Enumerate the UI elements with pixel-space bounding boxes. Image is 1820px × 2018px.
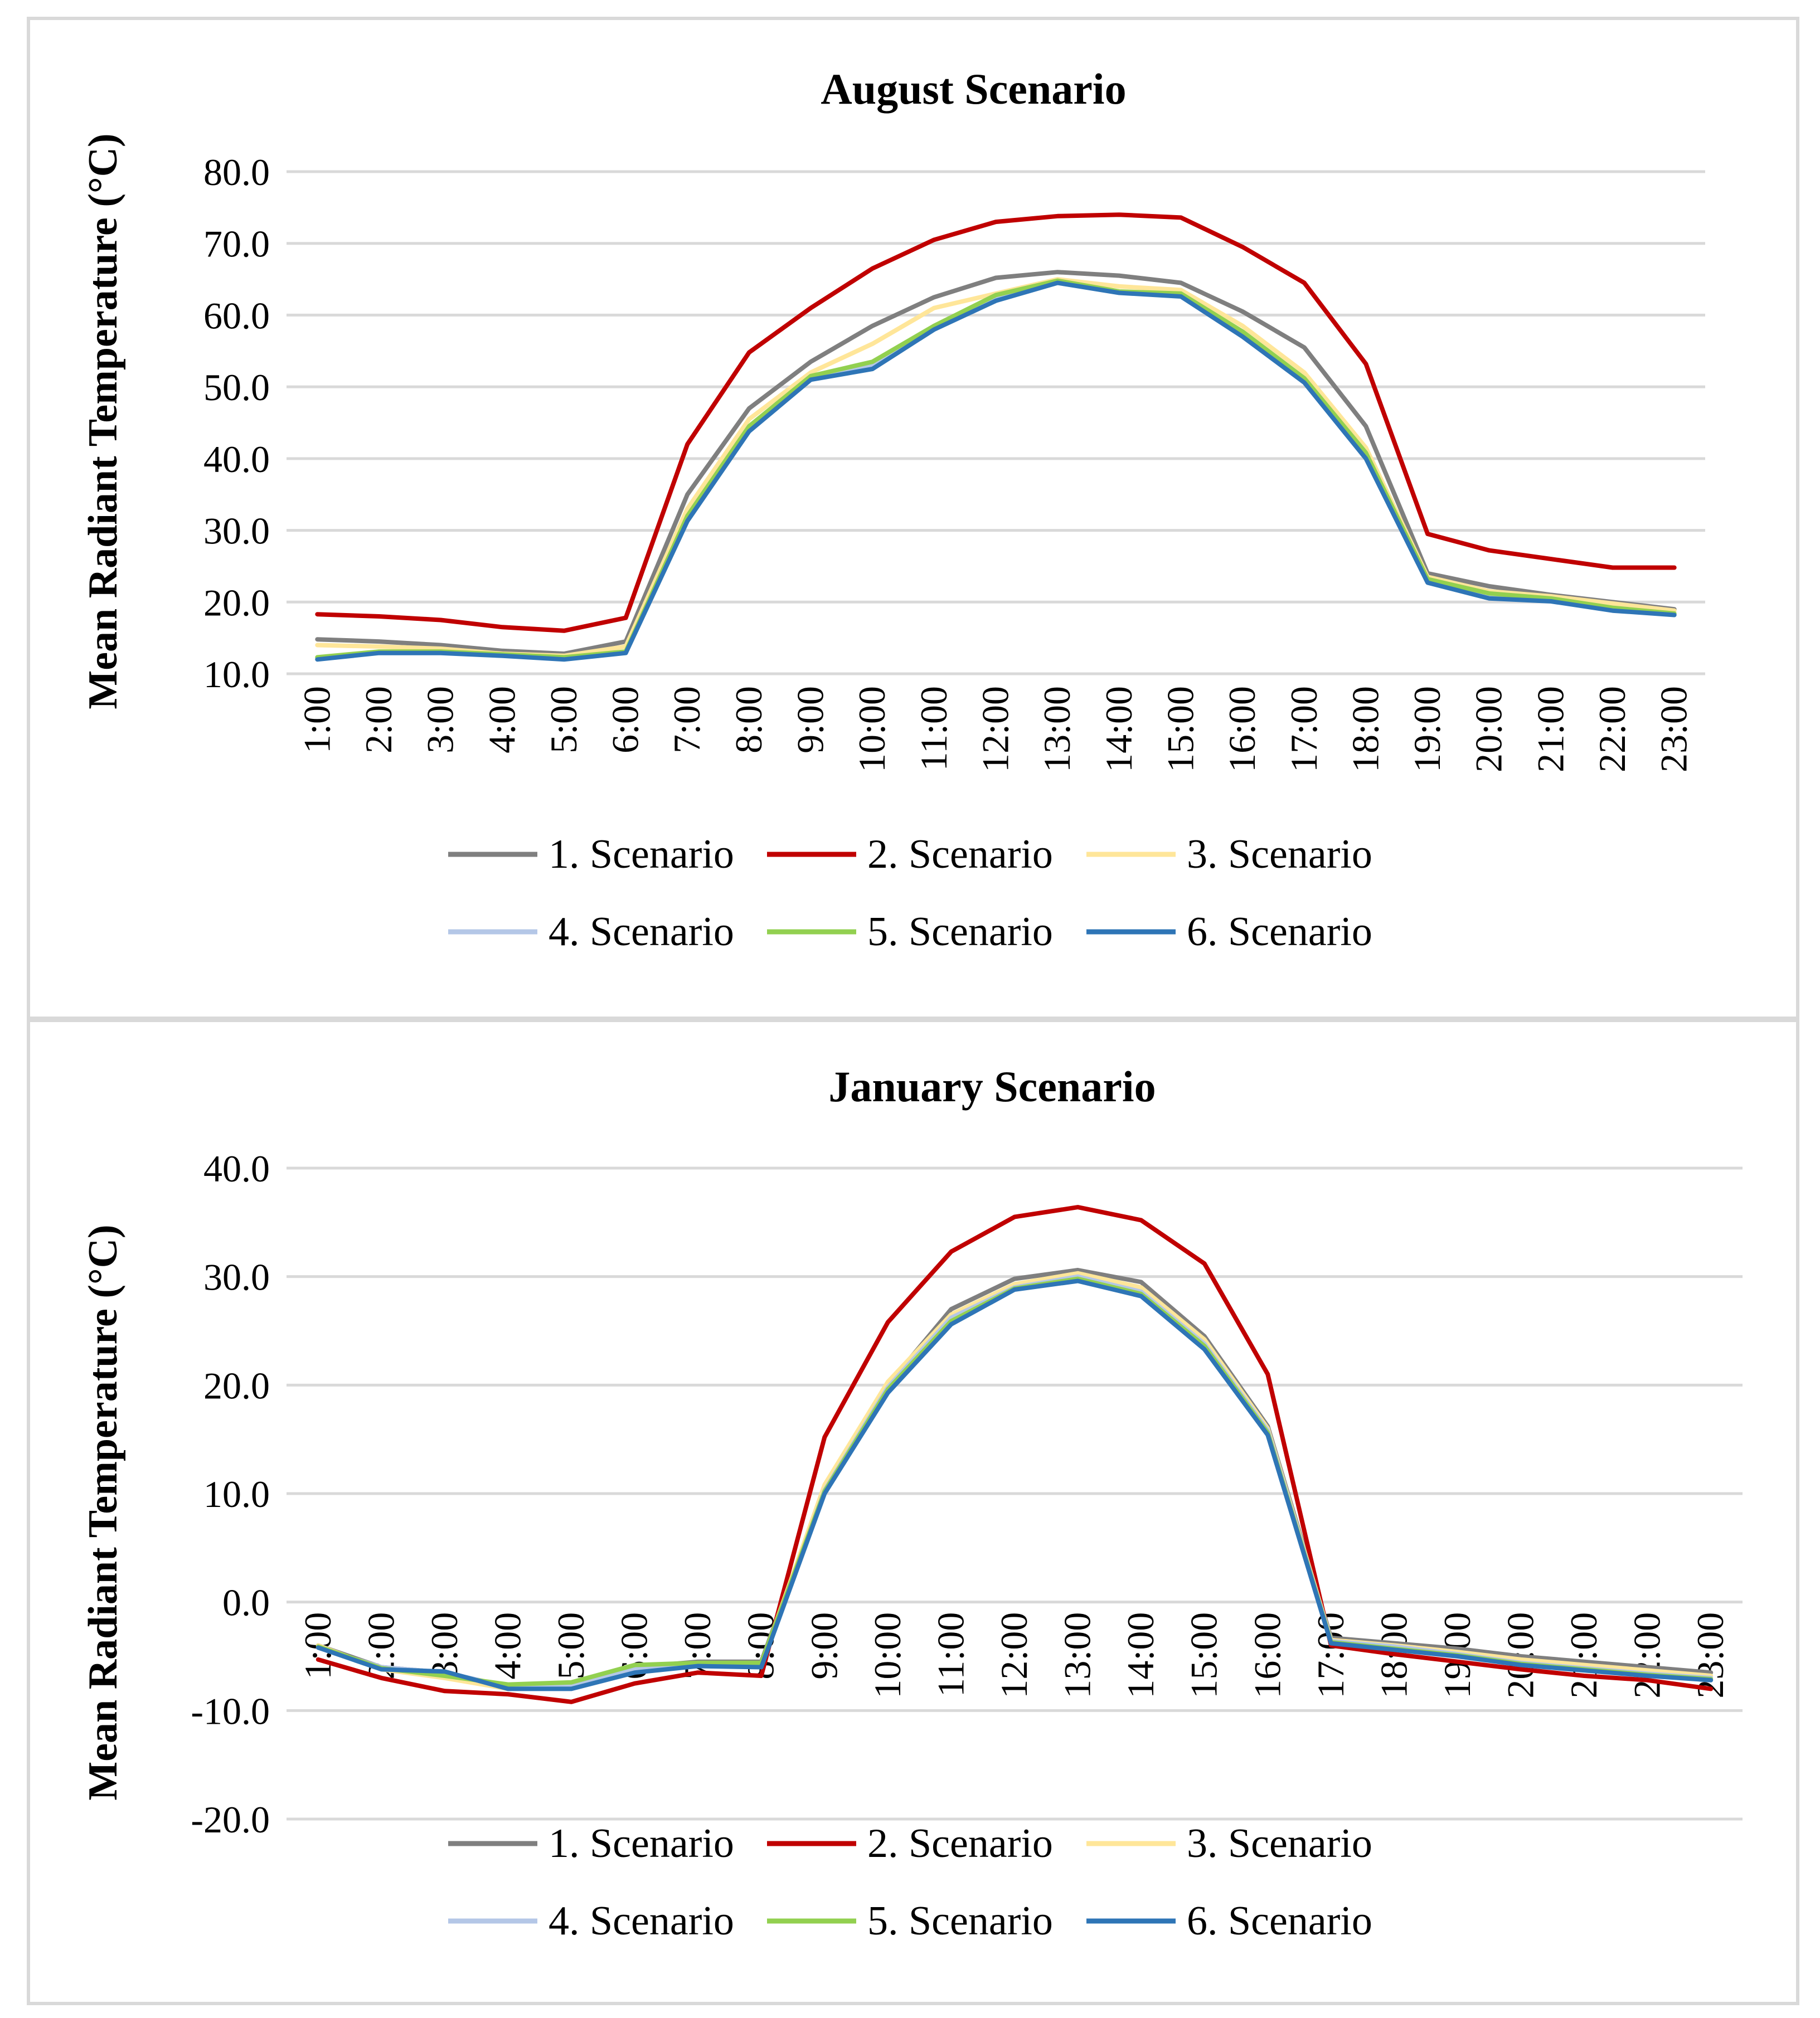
aug-x-tick-label: 4:00 [481, 686, 523, 753]
aug-y-axis-label: Mean Radiant Temperature (°C) [80, 133, 126, 709]
aug-y-tick-label: 10.0 [203, 653, 270, 696]
jan-x-tick-label: 16:00 [1246, 1612, 1288, 1699]
aug-x-tick-label: 19:00 [1406, 686, 1448, 772]
aug-x-tick-label: 18:00 [1344, 686, 1386, 772]
aug-series-line-3 [315, 277, 1677, 658]
aug-y-tick-label: 30.0 [203, 510, 270, 552]
jan-series-line-2 [316, 1205, 1714, 1704]
aug-series-line-6 [315, 280, 1677, 662]
jan-x-tick-label: 13:00 [1056, 1612, 1099, 1699]
aug-legend-label-5: 5. Scenario [867, 909, 1053, 955]
aug-x-tick-label: 21:00 [1529, 686, 1571, 772]
aug-y-tick-label: 70.0 [203, 223, 270, 265]
aug-x-tick-label: 9:00 [789, 686, 832, 753]
jan-x-tick-label: 9:00 [803, 1612, 845, 1680]
jan-y-tick-label: 0.0 [222, 1582, 270, 1624]
jan-x-tick-label: 11:00 [929, 1612, 972, 1697]
jan-x-tick-label: 10:00 [866, 1612, 909, 1699]
aug-chart-title: August Scenario [821, 65, 1126, 113]
aug-x-tick-label: 2:00 [357, 686, 400, 753]
jan-x-tick-label: 23:00 [1689, 1612, 1731, 1699]
jan-legend-label-6: 6. Scenario [1187, 1898, 1372, 1944]
aug-x-tick-label: 1:00 [295, 686, 338, 753]
jan-legend-label-5: 5. Scenario [867, 1898, 1053, 1944]
aug-x-tick-label: 11:00 [913, 686, 955, 771]
aug-x-tick-label: 3:00 [419, 686, 462, 753]
aug-y-tick-label: 20.0 [203, 581, 270, 624]
jan-x-tick-label: 17:00 [1309, 1612, 1352, 1699]
aug-series-line-1 [315, 270, 1677, 656]
jan-x-tick-label: 14:00 [1119, 1612, 1162, 1699]
jan-x-tick-label: 4:00 [486, 1612, 528, 1680]
aug-x-tick-label: 16:00 [1221, 686, 1263, 772]
aug-legend-label-4: 4. Scenario [549, 909, 734, 955]
aug-x-tick-label: 13:00 [1036, 686, 1078, 772]
aug-x-tick-label: 22:00 [1591, 686, 1633, 772]
jan-y-tick-label: -20.0 [191, 1798, 270, 1841]
aug-legend-label-2: 2. Scenario [867, 831, 1053, 877]
jan-y-tick-label: 40.0 [203, 1147, 270, 1190]
aug-legend-label-6: 6. Scenario [1187, 909, 1372, 955]
aug-y-tick-label: 80.0 [203, 151, 270, 193]
jan-y-tick-label: 30.0 [203, 1256, 270, 1299]
january-chart-panel: January Scenario Mean Radiant Temperature… [27, 1019, 1799, 2005]
aug-series-line-2 [315, 212, 1677, 633]
aug-x-tick-label: 17:00 [1283, 686, 1325, 772]
aug-x-tick-label: 12:00 [974, 686, 1017, 772]
aug-x-tick-label: 5:00 [542, 686, 585, 753]
jan-y-tick-label: -10.0 [191, 1690, 270, 1732]
jan-y-tick-label: 20.0 [203, 1364, 270, 1407]
january-chart: January Scenario Mean Radiant Temperature… [80, 1062, 1743, 1944]
aug-x-tick-label: 10:00 [851, 686, 893, 772]
jan-chart-title: January Scenario [828, 1062, 1156, 1111]
aug-x-tick-label: 20:00 [1468, 686, 1510, 772]
jan-legend-label-3: 3. Scenario [1187, 1821, 1372, 1866]
aug-x-tick-label: 23:00 [1653, 686, 1695, 772]
aug-y-tick-label: 60.0 [203, 294, 270, 337]
jan-legend-label-1: 1. Scenario [549, 1821, 734, 1866]
aug-x-tick-label: 7:00 [666, 686, 708, 753]
jan-x-tick-label: 12:00 [993, 1612, 1035, 1699]
jan-x-tick-label: 3:00 [423, 1612, 465, 1680]
aug-x-tick-label: 15:00 [1159, 686, 1201, 772]
aug-legend-label-3: 3. Scenario [1187, 831, 1372, 877]
aug-legend-label-1: 1. Scenario [549, 831, 734, 877]
aug-y-tick-label: 50.0 [203, 366, 270, 409]
jan-x-tick-label: 22:00 [1626, 1612, 1668, 1699]
jan-y-axis-label: Mean Radiant Temperature (°C) [80, 1224, 126, 1800]
jan-legend-label-2: 2. Scenario [867, 1821, 1053, 1866]
aug-x-tick-label: 8:00 [727, 686, 770, 753]
aug-y-tick-label: 40.0 [203, 438, 270, 480]
jan-x-tick-label: 21:00 [1562, 1612, 1605, 1699]
jan-legend-label-4: 4. Scenario [549, 1898, 734, 1944]
jan-x-tick-label: 15:00 [1183, 1612, 1225, 1699]
aug-x-tick-label: 6:00 [604, 686, 647, 753]
jan-x-tick-label: 5:00 [550, 1612, 592, 1680]
aug-x-tick-label: 14:00 [1098, 686, 1140, 772]
jan-series-line-6 [316, 1278, 1714, 1691]
jan-y-tick-label: 10.0 [203, 1473, 270, 1515]
august-chart: August Scenario Mean Radiant Temperature … [80, 65, 1705, 955]
august-chart-panel: August Scenario Mean Radiant Temperature … [27, 17, 1799, 1020]
